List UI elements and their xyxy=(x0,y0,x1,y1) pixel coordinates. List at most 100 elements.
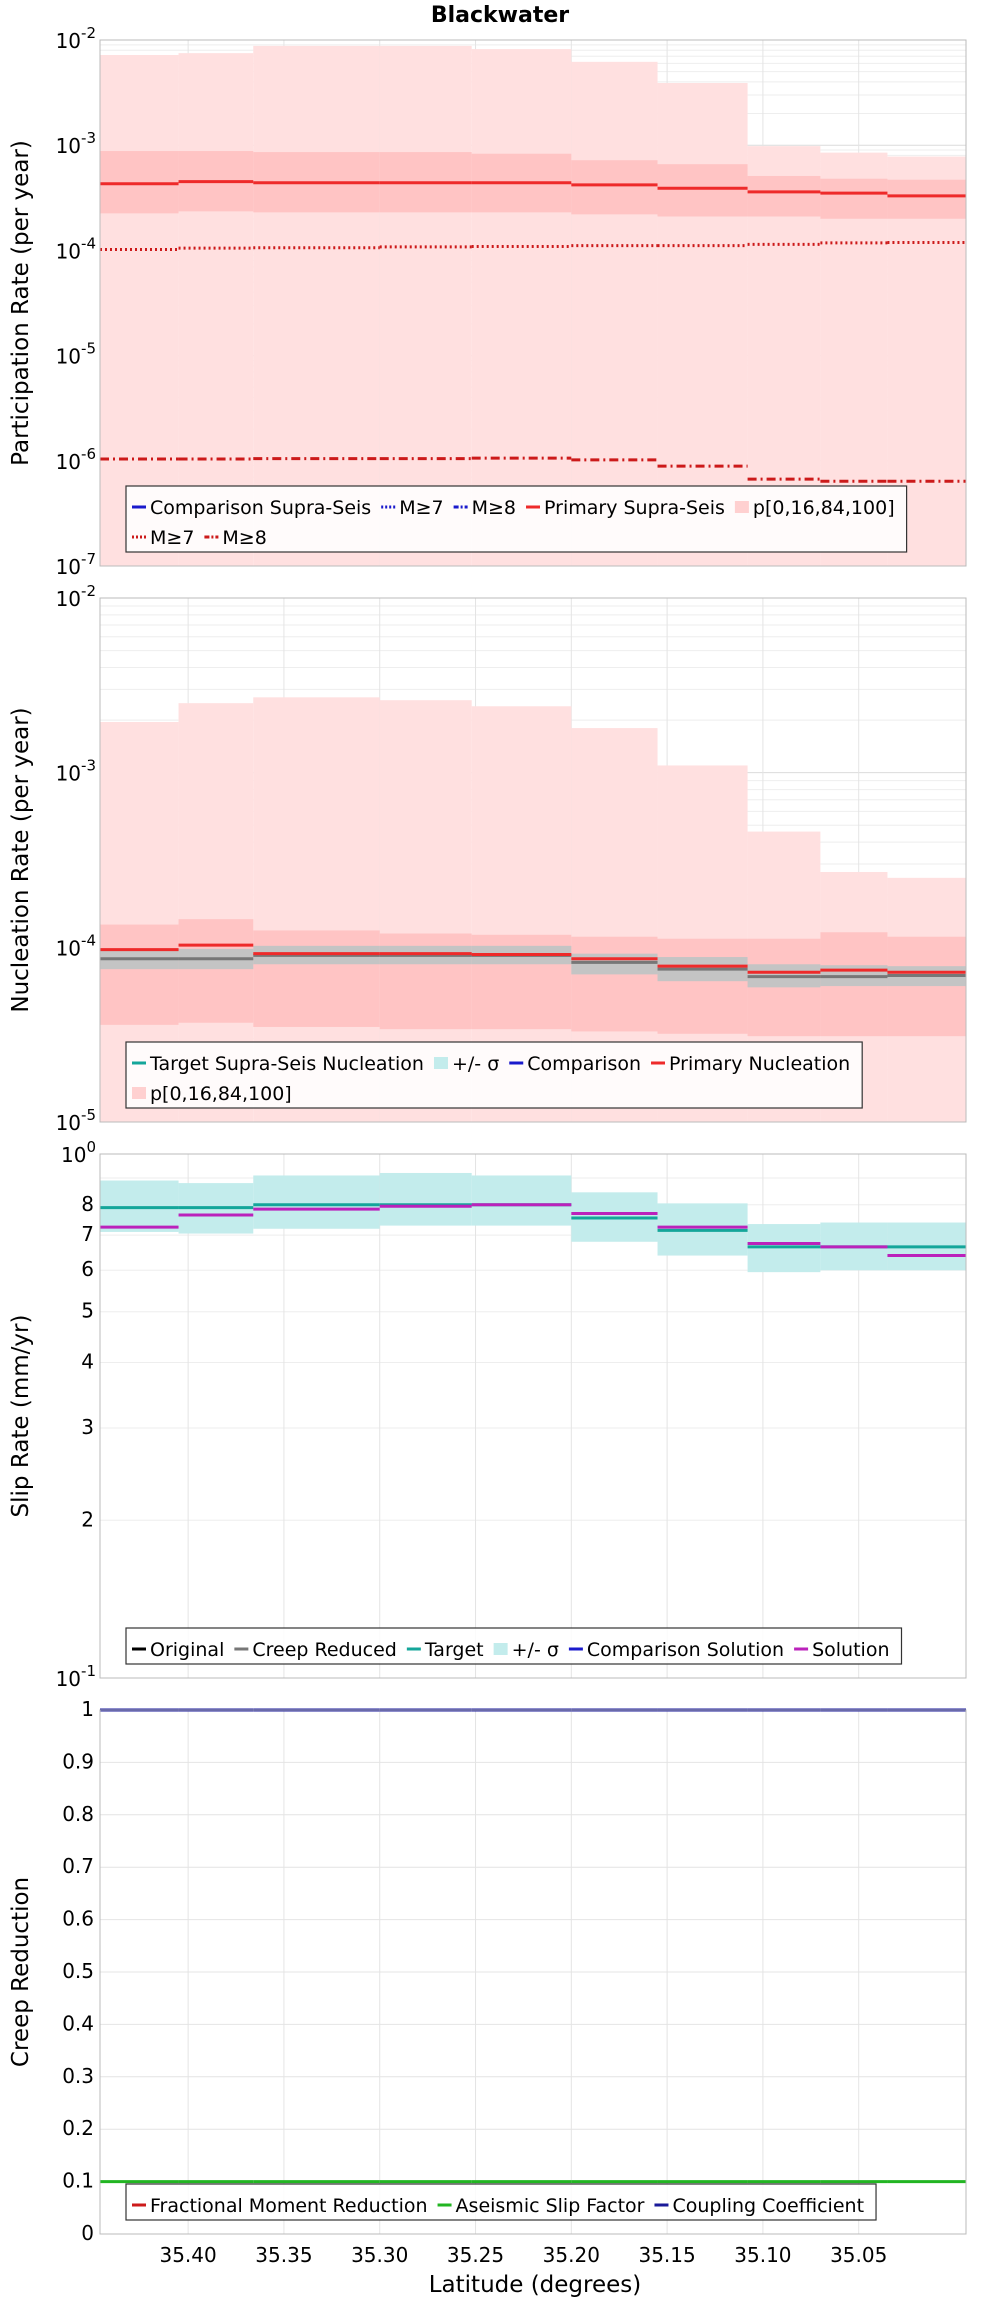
y-tick-label: 10-4 xyxy=(56,931,96,960)
y-tick-label: 2 xyxy=(81,1507,94,1531)
x-tick-label: 35.15 xyxy=(638,2243,695,2267)
y-tick-label: 0.9 xyxy=(62,1749,94,1773)
band-segment xyxy=(887,936,966,1037)
legend-label: Original xyxy=(150,1639,224,1661)
y-tick-label: 0.7 xyxy=(62,1854,94,1878)
x-axis: Latitude (degrees) 35.40 35.35 35.30 35.25 3… xyxy=(159,2243,887,2298)
legend: Fractional Moment Reduction Aseismic Slip… xyxy=(125,2183,877,2221)
legend-label: Primary Nucleation xyxy=(669,1053,850,1075)
x-tick-label: 35.20 xyxy=(543,2243,600,2267)
band-segment xyxy=(100,924,179,1025)
band-segment xyxy=(471,49,572,567)
legend-box xyxy=(125,1041,863,1109)
legend-label: Fractional Moment Reduction xyxy=(150,2195,428,2217)
x-tick-label: 35.30 xyxy=(351,2243,408,2267)
panels: 10-7 10-6 10-5 10-4 10-3 10-2 Participation Ra… xyxy=(8,24,967,2245)
y-tick-label: 0.3 xyxy=(62,2064,94,2088)
panel-participation: 10-7 10-6 10-5 10-4 10-3 10-2 Participation Ra… xyxy=(8,24,967,579)
legend-label: Target Supra-Seis Nucleation xyxy=(149,1053,424,1075)
legend-swatch xyxy=(433,1057,448,1069)
legend-label: p[0,16,84,100] xyxy=(150,1083,292,1105)
series-1 xyxy=(100,943,966,974)
band-segment xyxy=(571,160,658,215)
band-segment xyxy=(747,175,821,217)
y-tick-label: 1 xyxy=(81,1697,94,1721)
legend: Original Creep Reduced Target +/- σ Comparis… xyxy=(125,1627,903,1665)
y-tick-label: 7 xyxy=(81,1222,94,1246)
legend-label: Comparison Solution xyxy=(587,1639,784,1661)
y-tick-label: 0.5 xyxy=(62,1959,94,1983)
y-tick-label: 0.6 xyxy=(62,1907,94,1931)
y-axis-label: Nucleation Rate (per year) xyxy=(8,707,34,1012)
y-tick-labels: 10-5 10-4 10-3 10-2 xyxy=(56,582,96,1135)
x-tick-label: 35.35 xyxy=(255,2243,312,2267)
y-tick-label: 8 xyxy=(81,1192,94,1216)
legend-label: M≥8 xyxy=(472,497,516,519)
band-segment xyxy=(747,938,821,1037)
band-segment xyxy=(379,1172,472,1226)
y-axis-label: Slip Rate (mm/yr) xyxy=(8,1315,34,1518)
band-segment xyxy=(178,53,254,566)
band-segment xyxy=(253,930,380,1027)
y-tick-label: 0.8 xyxy=(62,1802,94,1826)
legend-label: Primary Supra-Seis xyxy=(544,497,725,519)
y-tick-label: 6 xyxy=(81,1257,94,1281)
band-segment xyxy=(887,179,966,219)
y-tick-label: 4 xyxy=(81,1350,94,1374)
y-tick-label: 10-2 xyxy=(56,582,96,611)
series-1 xyxy=(100,1203,966,1258)
band-segment xyxy=(657,164,748,217)
legend-label: Solution xyxy=(812,1639,889,1661)
grid xyxy=(100,1709,966,2235)
legend-label: Target xyxy=(424,1639,484,1661)
band-segment xyxy=(571,953,658,975)
y-tick-label: 10-6 xyxy=(56,445,96,474)
chart-title: Blackwater xyxy=(431,3,569,28)
plot-frame xyxy=(99,39,967,567)
y-tick-labels: 10-7 10-6 10-5 10-4 10-3 10-2 xyxy=(56,24,96,579)
panel-nucleation: 10-5 10-4 10-3 10-2 Nucleation Rate (per yea… xyxy=(8,582,967,1135)
y-tick-label: 10-4 xyxy=(56,234,96,263)
y-tick-label: 5 xyxy=(81,1299,94,1323)
legend-swatch xyxy=(132,1087,146,1099)
series-2 xyxy=(100,456,966,483)
y-tick-label: 10-5 xyxy=(56,340,96,369)
legend-swatch xyxy=(493,1643,508,1655)
band-segment xyxy=(379,45,472,566)
legend-label: Comparison Supra-Seis xyxy=(150,497,371,519)
series-0 xyxy=(100,180,966,198)
y-tick-label: 0.4 xyxy=(62,2011,94,2035)
legend-box xyxy=(125,485,908,553)
legend-label: Comparison xyxy=(527,1053,641,1075)
y-axis-label: Creep Reduction xyxy=(8,1877,34,2067)
y-tick-label: 10-7 xyxy=(56,550,96,579)
y-axis-label: Participation Rate (per year) xyxy=(8,140,34,466)
plot-frame xyxy=(99,1153,967,1679)
y-tick-label: 0.1 xyxy=(62,2169,94,2193)
band-segment xyxy=(253,1175,380,1229)
x-tick-label: 35.05 xyxy=(830,2243,887,2267)
band-segment xyxy=(571,936,658,1032)
legend-label: M≥7 xyxy=(150,527,194,549)
x-tick-label: 35.25 xyxy=(447,2243,504,2267)
y-tick-label: 10-3 xyxy=(56,757,96,786)
x-axis-label: Latitude (degrees) xyxy=(429,2272,642,2298)
y-tick-labels: 0 0.1 0.2 0.3 0.4 0.5 0.6 0.7 0.8 0.9 1 xyxy=(62,1697,94,2245)
x-tick-label: 35.40 xyxy=(159,2243,216,2267)
x-tick-label: 35.10 xyxy=(734,2243,791,2267)
band-segment xyxy=(571,61,658,566)
panel-slip: 10-1 2 3 4 5 6 7 8 100 Slip Rate (mm/yr) Original C… xyxy=(8,1138,967,1691)
panel-creep: 0 0.1 0.2 0.3 0.4 0.5 0.6 0.7 0.8 0.9 1 Creep Reduc… xyxy=(8,1697,967,2245)
band-segment xyxy=(253,45,380,566)
y-tick-label: 0.2 xyxy=(62,2116,94,2140)
band-segment xyxy=(820,178,888,219)
y-tick-label: 10-2 xyxy=(56,24,96,53)
legend-label: +/- σ xyxy=(512,1639,559,1661)
y-tick-label: 10-5 xyxy=(56,1106,96,1135)
legend: Comparison Supra-Seis M≥7 M≥8 Primary Supra… xyxy=(125,485,908,553)
legend-box xyxy=(125,1627,903,1665)
legend-label: Creep Reduced xyxy=(252,1639,396,1661)
legend-label: +/- σ xyxy=(452,1053,499,1075)
legend-swatch xyxy=(734,501,749,513)
